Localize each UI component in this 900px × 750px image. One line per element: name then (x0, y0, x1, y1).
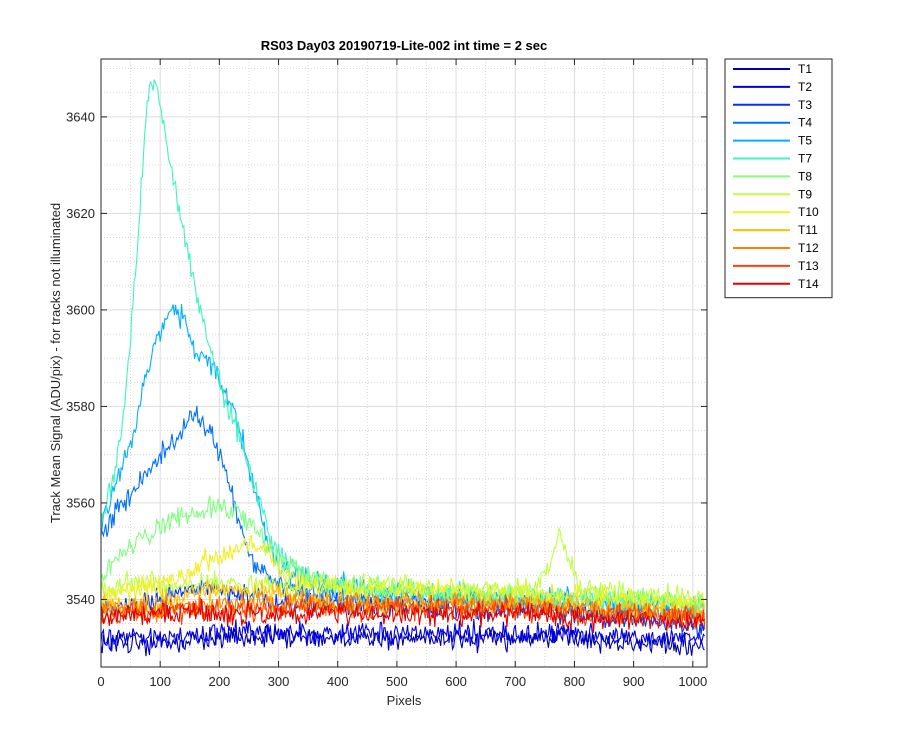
legend-label-t3: T3 (798, 98, 812, 112)
y-tick-label: 3620 (66, 206, 95, 221)
x-tick-label: 400 (327, 674, 349, 689)
series-line-t9 (101, 526, 706, 610)
legend-label-t13: T13 (798, 259, 819, 273)
x-tick-label: 300 (268, 674, 290, 689)
x-tick-label: 1000 (678, 674, 707, 689)
legend-label-t12: T12 (798, 241, 819, 255)
legend-label-t4: T4 (798, 116, 812, 130)
y-tick-label: 3640 (66, 109, 95, 124)
legend-label-t7: T7 (798, 152, 812, 166)
x-tick-label: 0 (97, 674, 104, 689)
y-tick-label: 3560 (66, 495, 95, 510)
legend-label-t2: T2 (798, 80, 812, 94)
x-tick-label: 800 (564, 674, 586, 689)
x-tick-label: 700 (504, 674, 526, 689)
x-tick-label: 100 (149, 674, 171, 689)
x-tick-label: 900 (623, 674, 645, 689)
y-tick-label: 3600 (66, 302, 95, 317)
legend: T1 T2 T3 T4 T5 T7 T8 T9 T10 T11 T12 T13 T14 (724, 58, 833, 299)
series-lines (101, 79, 706, 657)
legend-label-t11: T11 (798, 223, 818, 237)
legend-label-t14: T14 (798, 277, 819, 291)
y-tick-label: 3580 (66, 399, 95, 414)
x-tick-label: 200 (209, 674, 231, 689)
chart-title: RS03 Day03 20190719-Lite-002 int time = … (261, 38, 548, 53)
plot-area (101, 59, 707, 667)
x-tick-label: 500 (386, 674, 408, 689)
legend-label-t10: T10 (798, 205, 819, 219)
x-tick-label: 600 (445, 674, 467, 689)
series-line-t13 (101, 594, 706, 630)
legend-label-t5: T5 (798, 134, 812, 148)
legend-label-t1: T1 (798, 62, 812, 76)
axis-ticks: 0 100 200 300 400 500 600 700 800 900 1000 3540 3560… (66, 59, 707, 689)
y-axis-label: Track Mean Signal (ADU/pix) - for tracks… (48, 203, 63, 523)
legend-box (724, 58, 833, 299)
series-line-t2 (101, 618, 706, 652)
y-tick-label: 3540 (66, 592, 95, 607)
legend-label-t9: T9 (798, 187, 812, 201)
legend-label-t8: T8 (798, 169, 812, 183)
plot-frame (100, 58, 708, 668)
series-line-t14 (101, 599, 706, 633)
x-axis-label: Pixels (387, 693, 422, 708)
